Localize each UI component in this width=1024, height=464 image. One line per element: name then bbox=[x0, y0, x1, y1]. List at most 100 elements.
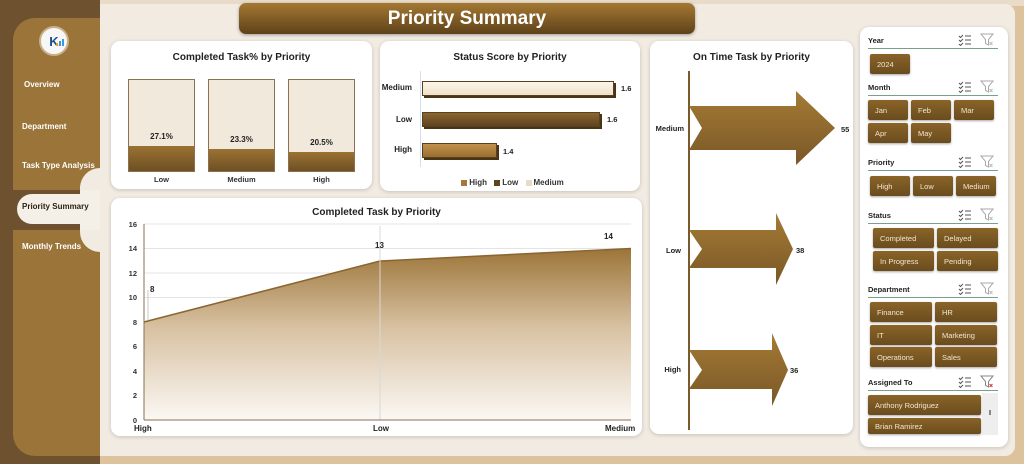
sidebar: K Overview Department Task Type Analysis… bbox=[13, 18, 100, 456]
y-tick: 10 bbox=[128, 293, 137, 302]
multi-select-icon[interactable] bbox=[958, 34, 972, 46]
hbar-value: 1.6 bbox=[607, 115, 618, 124]
arrow-category: Low bbox=[666, 246, 681, 255]
slicer-assigned-anthony-rodriguez[interactable]: Anthony Rodriguez bbox=[868, 395, 981, 415]
arrow-medium bbox=[689, 91, 835, 165]
clear-filter-icon[interactable] bbox=[980, 155, 994, 168]
slicer-priority-high[interactable]: High bbox=[870, 176, 910, 196]
hbar-low bbox=[422, 112, 600, 127]
slicer-department-operations[interactable]: Operations bbox=[870, 347, 932, 367]
pct-value: 20.5% bbox=[310, 138, 333, 147]
slicer-panel: Year 2024 Month Jan Feb Mar Apr May Prio… bbox=[860, 27, 1008, 447]
slicer-priority-medium[interactable]: Medium bbox=[956, 176, 996, 196]
pct-bar-medium: 23.3% bbox=[208, 79, 275, 172]
logo-bars-icon bbox=[56, 39, 64, 46]
chart-title: Status Score by Priority bbox=[453, 52, 567, 63]
sidebar-item-priority-summary[interactable]: Priority Summary bbox=[22, 202, 89, 211]
arrow-category: Medium bbox=[655, 124, 684, 133]
slicer-title: Year bbox=[868, 36, 884, 45]
slicer-status-delayed[interactable]: Delayed bbox=[937, 228, 998, 248]
on-time-arrows bbox=[688, 71, 835, 430]
slicer-title: Status bbox=[868, 211, 891, 220]
slicer-title: Priority bbox=[868, 158, 895, 167]
chart-title: Completed Task by Priority bbox=[312, 207, 441, 218]
sidebar-bottom-panel bbox=[13, 230, 100, 456]
clear-filter-icon[interactable] bbox=[980, 208, 994, 221]
status-score-card: Status Score by Priority Medium 1.6 Low … bbox=[380, 41, 640, 191]
area-chart bbox=[143, 223, 632, 421]
completed-task-card: Completed Task by Priority bbox=[111, 198, 642, 436]
multi-select-icon[interactable] bbox=[958, 81, 972, 93]
pct-bar-low: 27.1% bbox=[128, 79, 195, 172]
slicer-priority-low[interactable]: Low bbox=[913, 176, 953, 196]
y-tick: 12 bbox=[128, 269, 137, 278]
slicer-department-hr[interactable]: HR bbox=[935, 302, 997, 322]
hbar-category: Medium bbox=[381, 83, 412, 92]
legend-swatch-low bbox=[494, 179, 501, 186]
slicer-status-completed[interactable]: Completed bbox=[873, 228, 934, 248]
pct-category: Low bbox=[154, 175, 169, 184]
slicer-department-sales[interactable]: Sales bbox=[935, 347, 997, 367]
slicer-assigned-brian-ramirez[interactable]: Brian Ramirez bbox=[868, 418, 981, 434]
hbar-value: 1.4 bbox=[503, 147, 514, 156]
hbar-category: Low bbox=[396, 115, 412, 124]
multi-select-icon[interactable] bbox=[958, 376, 972, 388]
slicer-priority-header: Priority bbox=[868, 155, 998, 171]
slicer-department-it[interactable]: IT bbox=[870, 325, 932, 345]
scrollbar-grip-icon bbox=[989, 410, 991, 415]
hbar-medium bbox=[422, 81, 614, 96]
arrow-value: 38 bbox=[796, 246, 805, 255]
on-time-card: On Time Task by Priority Medium 55 Low 3… bbox=[650, 41, 853, 434]
arrow-high bbox=[689, 333, 788, 406]
slicer-department-header: Department bbox=[868, 282, 998, 298]
multi-select-icon[interactable] bbox=[958, 156, 972, 168]
slicer-title: Month bbox=[868, 83, 891, 92]
sidebar-item-monthly-trends[interactable]: Monthly Trends bbox=[22, 242, 82, 251]
sidebar-item-task-type-analysis[interactable]: Task Type Analysis bbox=[22, 161, 95, 170]
pct-fill bbox=[289, 152, 354, 171]
y-tick: 2 bbox=[132, 391, 137, 400]
slicer-month-jan[interactable]: Jan bbox=[868, 100, 908, 120]
axis-line bbox=[420, 71, 421, 167]
slicer-year-2024[interactable]: 2024 bbox=[870, 54, 910, 74]
slicer-scrollbar[interactable] bbox=[982, 393, 998, 435]
slicer-status-in-progress[interactable]: In Progress bbox=[873, 251, 934, 271]
multi-select-icon[interactable] bbox=[958, 283, 972, 295]
pct-fill bbox=[209, 149, 274, 171]
sidebar-item-department[interactable]: Department bbox=[22, 122, 67, 131]
y-tick: 4 bbox=[132, 367, 137, 376]
legend-label: High bbox=[469, 178, 488, 187]
slicer-month-mar[interactable]: Mar bbox=[954, 100, 994, 120]
y-tick: 16 bbox=[128, 220, 137, 229]
legend-label: Medium bbox=[533, 178, 564, 187]
clear-filter-icon[interactable] bbox=[980, 282, 994, 295]
slicer-department-finance[interactable]: Finance bbox=[870, 302, 932, 322]
x-tick: High bbox=[134, 424, 152, 433]
x-tick: Low bbox=[373, 424, 389, 433]
hbar-value: 1.6 bbox=[621, 84, 632, 93]
slicer-month-apr[interactable]: Apr bbox=[868, 123, 908, 143]
legend-swatch-medium bbox=[525, 179, 532, 186]
sidebar-item-overview[interactable]: Overview bbox=[24, 80, 60, 89]
logo-text: K bbox=[49, 33, 59, 49]
arrow-value: 36 bbox=[790, 366, 799, 375]
slicer-department-marketing[interactable]: Marketing bbox=[935, 325, 997, 345]
slicer-month-header: Month bbox=[868, 80, 998, 96]
data-label: 13 bbox=[375, 241, 384, 250]
pct-fill bbox=[129, 146, 194, 171]
clear-filter-icon[interactable] bbox=[980, 375, 994, 388]
slicer-status-header: Status bbox=[868, 208, 998, 224]
data-label: 14 bbox=[604, 232, 613, 241]
multi-select-icon[interactable] bbox=[958, 209, 972, 221]
slicer-status-pending[interactable]: Pending bbox=[937, 251, 998, 271]
data-label: 8 bbox=[150, 285, 155, 294]
slicer-month-feb[interactable]: Feb bbox=[911, 100, 951, 120]
clear-filter-icon[interactable] bbox=[980, 80, 994, 93]
slicer-month-may[interactable]: May bbox=[911, 123, 951, 143]
hbar-category: High bbox=[394, 145, 412, 154]
y-tick: 0 bbox=[132, 416, 137, 425]
clear-filter-icon[interactable] bbox=[980, 33, 994, 46]
pct-bar-high: 20.5% bbox=[288, 79, 355, 172]
arrow-low bbox=[689, 213, 793, 285]
y-tick: 6 bbox=[132, 342, 137, 351]
